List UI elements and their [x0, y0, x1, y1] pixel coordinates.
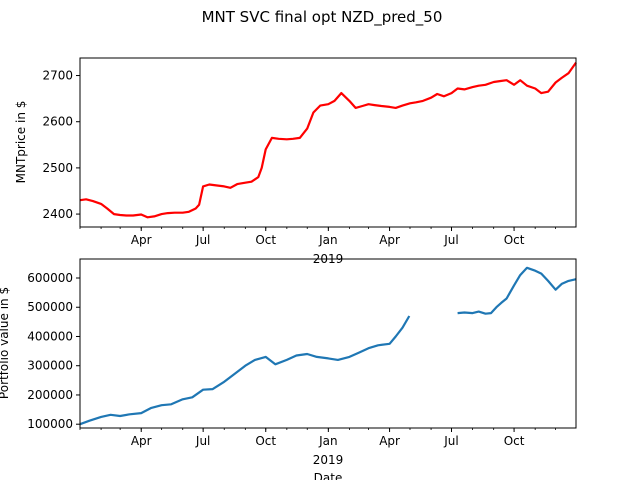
- portfolio-x-year-label: 2019: [313, 453, 344, 467]
- price-x-tick-label: Oct: [255, 233, 276, 247]
- portfolio-x-tick-label: Apr: [131, 434, 152, 448]
- portfolio-y-tick-label: 200000: [27, 388, 73, 402]
- portfolio-series-line-0-1: [457, 266, 577, 315]
- price-y-tick-label: 2700: [42, 69, 73, 83]
- price-y-tick-label: 2400: [42, 207, 73, 221]
- portfolio-y-tick-label: 600000: [27, 271, 73, 285]
- price-x-ticks: Apr Jul Oct Jan Apr Jul Oct: [79, 227, 556, 247]
- price-x-tick-label: Apr: [131, 233, 152, 247]
- portfolio-x-tick-label: Oct: [504, 434, 525, 448]
- portfolio-x-tick-label: Oct: [255, 434, 276, 448]
- portfolio-y-ticks: 100000 200000 300000 400000 500000 600000: [27, 271, 80, 431]
- price-plot-frame: [79, 57, 577, 228]
- portfolio-x-axis-label: Date: [314, 471, 343, 480]
- price-x-tick-label: Jul: [443, 233, 458, 247]
- price-x-tick-label: Jan: [318, 233, 338, 247]
- portfolio-x-ticks: Apr Jul Oct Jan Apr Jul Oct: [79, 428, 556, 448]
- price-x-tick-label: Oct: [504, 233, 525, 247]
- portfolio-plot-frame: [79, 258, 577, 429]
- portfolio-axes: Apr Jul Oct Jan Apr Jul Oct 100000 200000 300000…: [0, 258, 577, 480]
- price-y-tick-label: 2600: [42, 115, 73, 129]
- price-series: [79, 61, 577, 219]
- portfolio-y-tick-label: 400000: [27, 329, 73, 343]
- portfolio-series: [79, 266, 577, 426]
- portfolio-x-tick-label: Apr: [379, 434, 400, 448]
- price-y-axis-label: MNTprice in $: [14, 101, 28, 184]
- portfolio-series-line-0-0: [79, 315, 411, 426]
- chart-title: MNT SVC final opt NZD_pred_50: [202, 8, 443, 27]
- price-y-tick-label: 2500: [42, 161, 73, 175]
- portfolio-y-tick-label: 100000: [27, 417, 73, 431]
- price-series-line-0-0: [79, 61, 577, 219]
- portfolio-y-tick-label: 300000: [27, 359, 73, 373]
- price-axes: Apr Jul Oct Jan Apr Jul Oct 2400 2500 2600 2700 2…: [14, 57, 577, 266]
- price-y-ticks: 2400 2500 2600 2700: [42, 69, 80, 221]
- portfolio-x-tick-label: Jul: [195, 434, 210, 448]
- portfolio-x-tick-label: Jan: [318, 434, 338, 448]
- portfolio-y-axis-label: Portfolio value in $: [0, 287, 11, 399]
- portfolio-x-tick-label: Jul: [443, 434, 458, 448]
- price-x-tick-label: Jul: [195, 233, 210, 247]
- price-x-tick-label: Apr: [379, 233, 400, 247]
- portfolio-y-tick-label: 500000: [27, 300, 73, 314]
